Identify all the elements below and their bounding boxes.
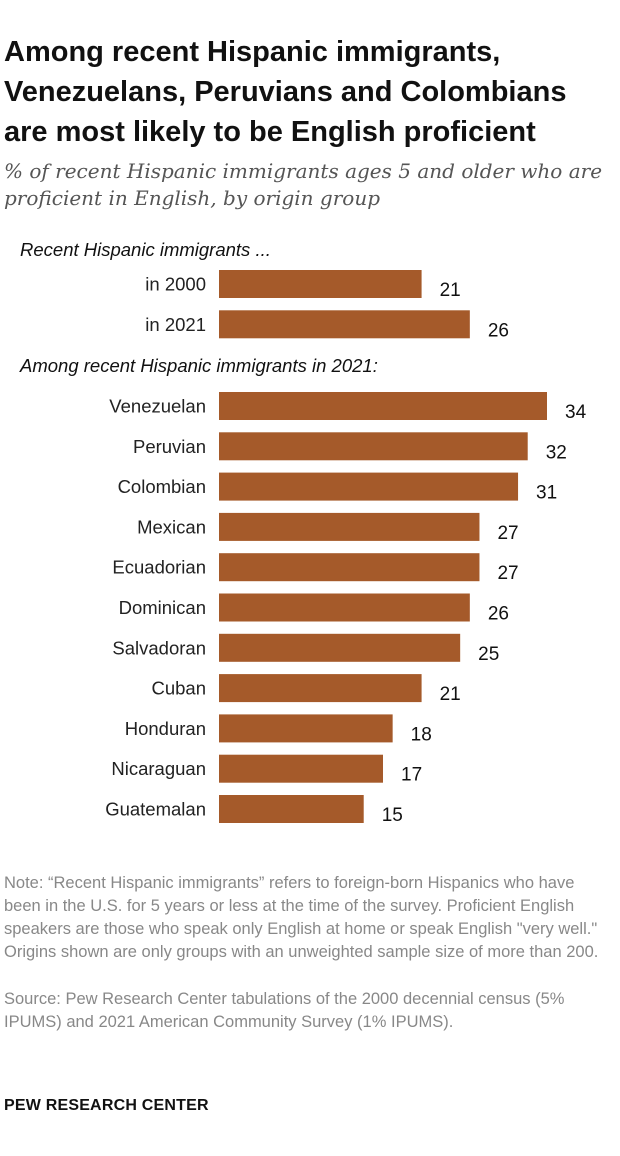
category-label: Nicaraguan [111,758,206,779]
category-label: Mexican [137,516,206,537]
category-label: Ecuadorian [112,557,206,578]
value-label: 25 [478,644,499,665]
category-label: in 2000 [145,274,206,295]
value-label: 34 [565,402,587,423]
bar [219,553,480,582]
chart-source: Source: Pew Research Center tabulations … [4,990,565,1031]
value-label: 17 [401,765,422,786]
group-label: Recent Hispanic immigrants ... [20,239,271,260]
bar [219,512,480,541]
category-label: Guatemalan [105,799,206,820]
value-label: 21 [440,684,461,705]
organization-name: PEW RESEARCH CENTER [4,1097,209,1114]
group-label: Among recent Hispanic immigrants in 2021… [19,355,378,376]
bar [219,754,383,783]
bar [219,270,422,298]
bar [219,674,422,703]
chart-title: Among recent Hispanic immigrants, Venezu… [4,36,567,148]
bar [219,593,470,622]
value-label: 26 [488,320,509,341]
category-label: in 2021 [145,314,206,335]
category-label: Salvadoran [112,637,206,658]
bar [219,714,393,743]
bar [219,310,470,339]
bar [219,432,528,461]
bar [219,472,519,501]
value-label: 26 [488,604,509,625]
chart-note: Note: “Recent Hispanic immigrants” refer… [4,874,599,961]
value-label: 27 [497,563,518,584]
category-label: Cuban [151,678,206,699]
bar [219,392,547,420]
chart-subtitle: % of recent Hispanic immigrants ages 5 a… [4,159,603,210]
value-label: 18 [411,724,432,745]
value-label: 31 [536,483,557,504]
value-label: 27 [497,523,518,544]
bar [219,795,364,823]
bar [219,633,461,662]
category-label: Dominican [119,597,206,618]
category-label: Peruvian [133,436,206,457]
category-label: Colombian [118,476,206,497]
category-label: Venezuelan [109,396,206,417]
value-label: 32 [546,442,567,463]
value-label: 15 [382,805,403,826]
category-label: Honduran [125,718,206,739]
value-label: 21 [440,280,461,301]
bar-chart: Recent Hispanic immigrants ... in 2000 21 i… [19,239,587,826]
